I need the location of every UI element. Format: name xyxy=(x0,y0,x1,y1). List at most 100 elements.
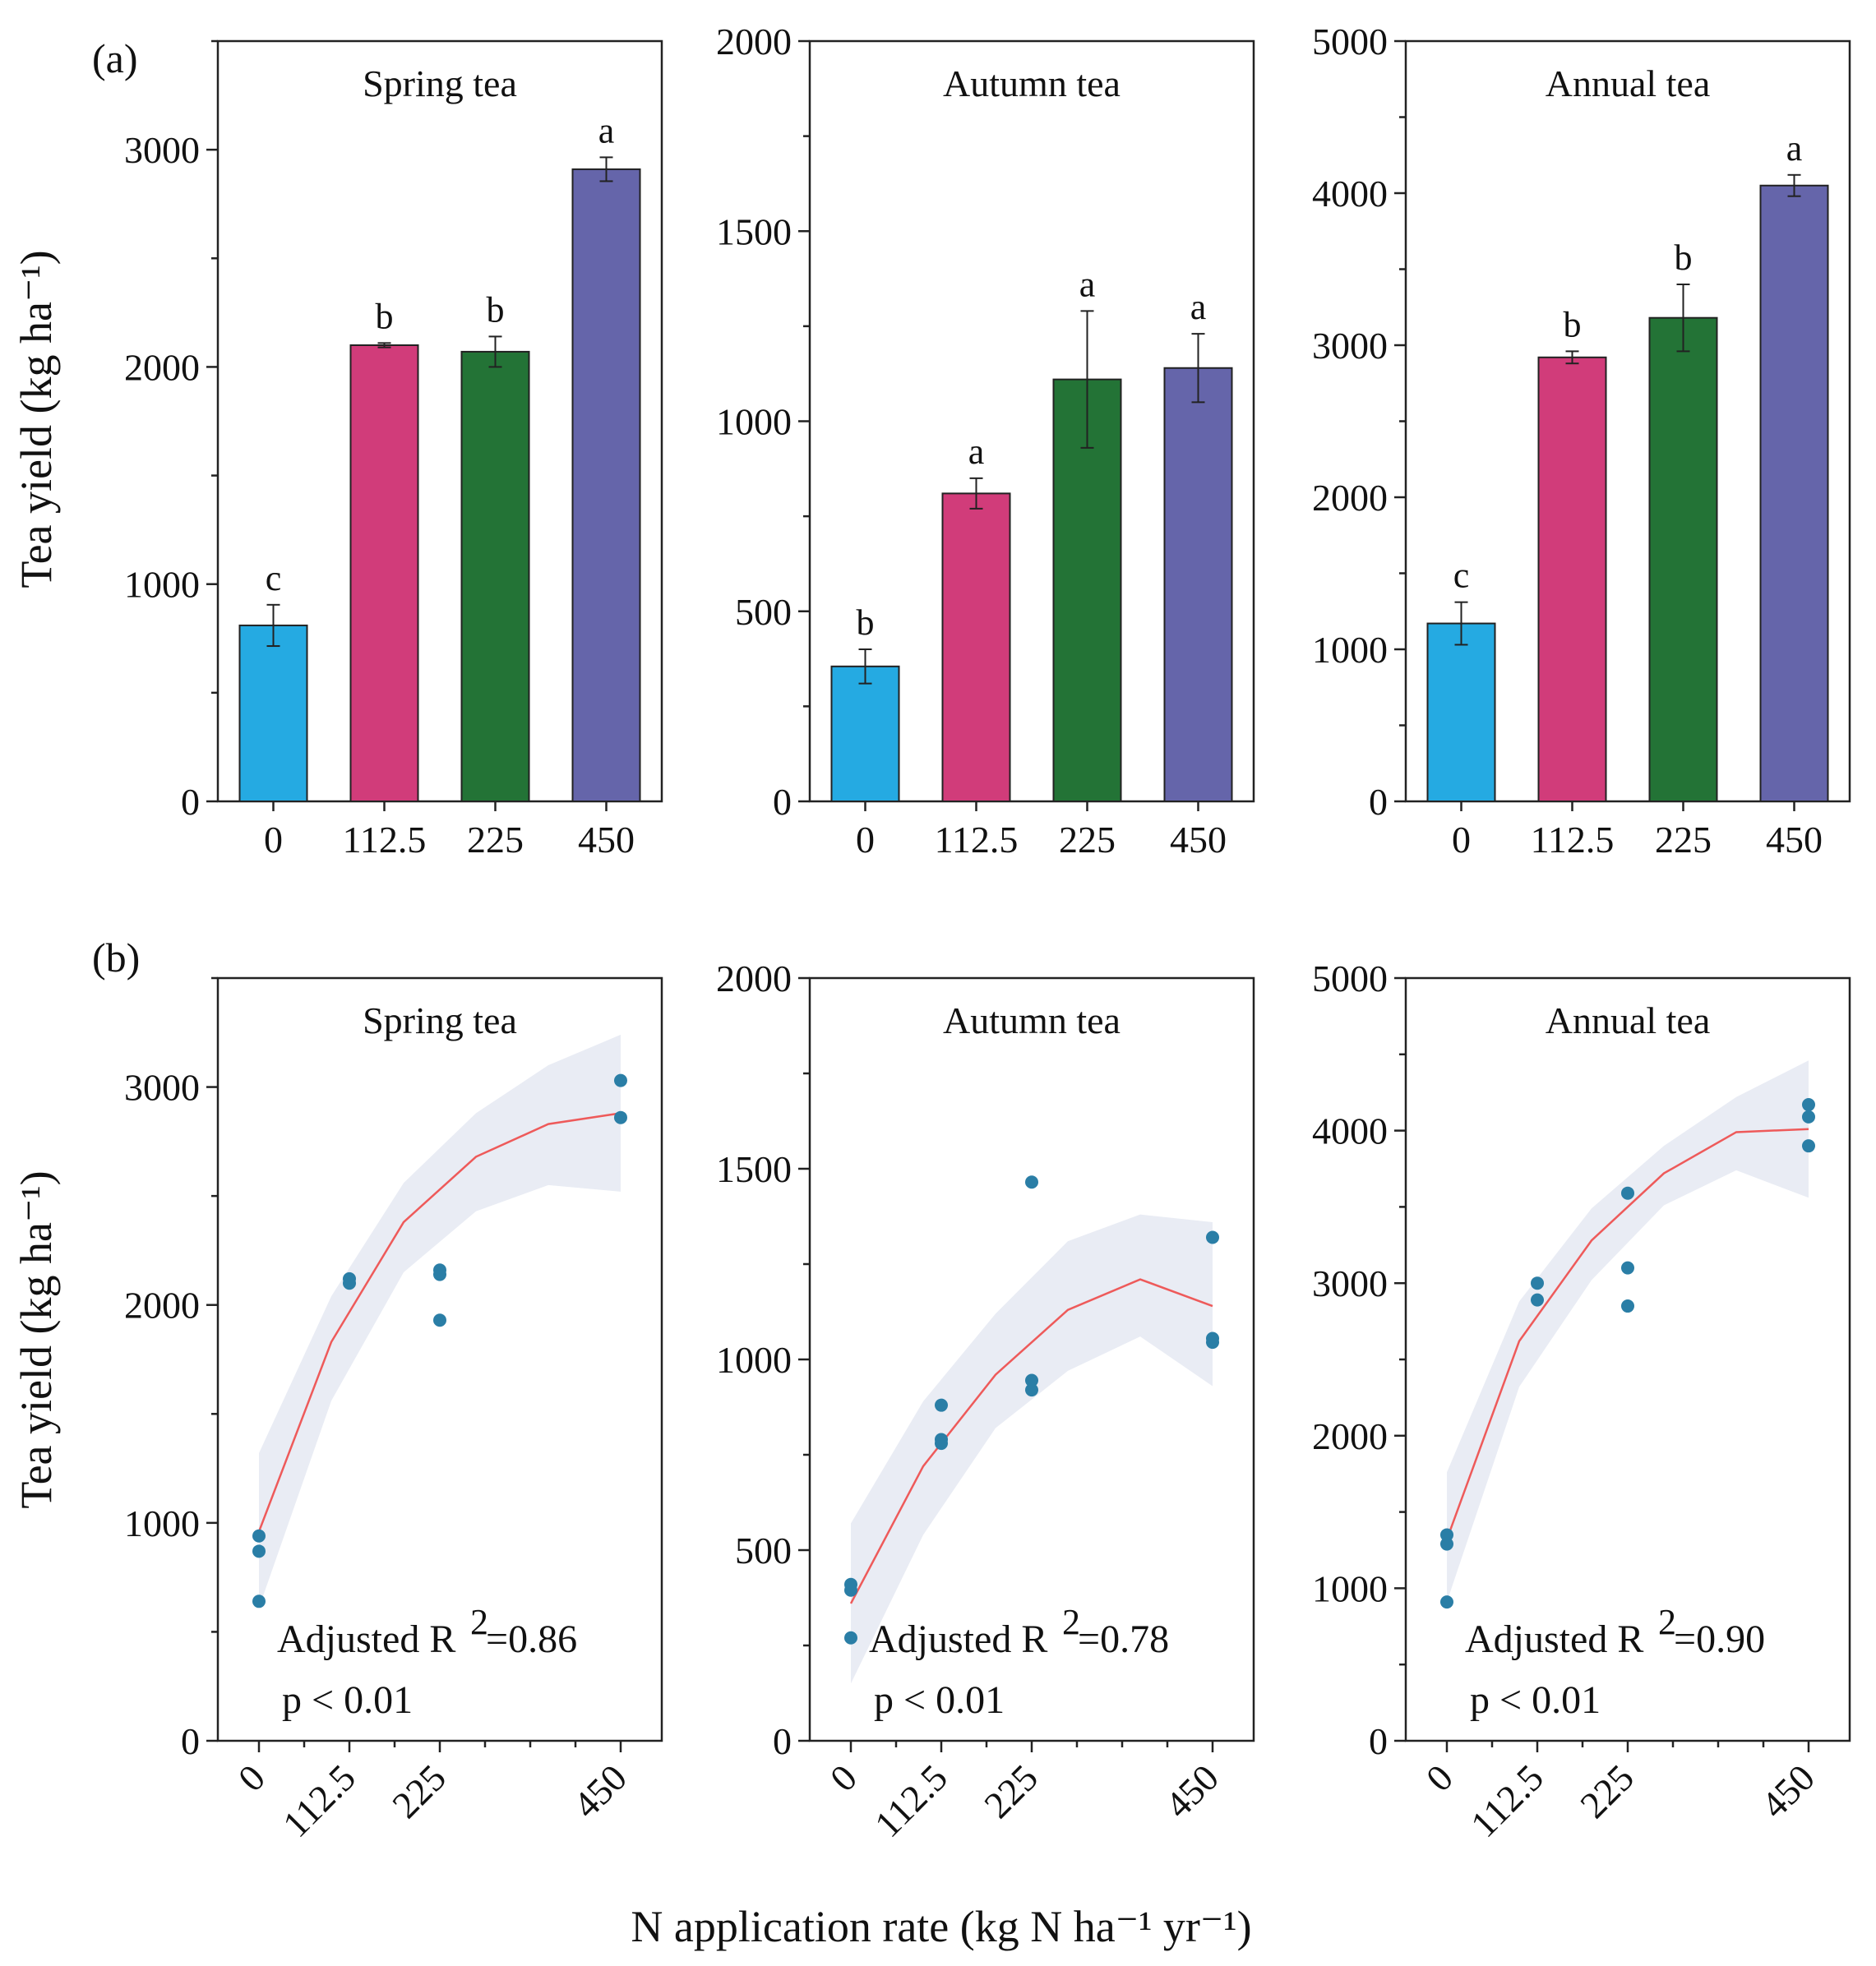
chart-title: Autumn tea xyxy=(943,999,1121,1041)
data-point xyxy=(1025,1373,1038,1387)
x-tick-label: 112.5 xyxy=(343,819,427,861)
significance-label: b xyxy=(487,289,505,330)
y-tick-label: 5000 xyxy=(1312,958,1388,999)
y-tick-label: 0 xyxy=(773,781,792,823)
x-tick-label: 225 xyxy=(467,819,524,861)
bar xyxy=(349,344,419,802)
data-point xyxy=(1802,1139,1815,1153)
data-point xyxy=(614,1110,627,1124)
bar xyxy=(571,168,641,802)
y-tick-label: 1500 xyxy=(716,210,792,252)
r2-superscript: 2 xyxy=(1062,1602,1080,1642)
x-tick-label: 450 xyxy=(1766,819,1823,861)
data-point xyxy=(935,1437,948,1451)
y-tick-label: 1500 xyxy=(716,1148,792,1190)
x-axis-label: N application rate (kg N ha⁻¹ yr⁻¹) xyxy=(631,1902,1251,1951)
data-point xyxy=(844,1631,857,1645)
x-tick-label: 0 xyxy=(230,1756,273,1799)
bar-chart-2: 0 500 1000 1500 2000 Autumn tea b 0 a 112.5 a 225 a 4… xyxy=(716,21,1255,861)
data-point xyxy=(1802,1098,1815,1112)
r2-label: Adjusted R xyxy=(869,1618,1047,1661)
significance-label: c xyxy=(266,558,282,598)
data-point xyxy=(252,1544,266,1558)
y-tick-label: 2000 xyxy=(1312,1415,1388,1457)
chart-title: Annual tea xyxy=(1546,999,1711,1041)
fit-curve xyxy=(1445,1128,1809,1540)
r2-superscript: 2 xyxy=(1658,1602,1676,1642)
x-tick-label: 450 xyxy=(1157,1756,1227,1826)
data-point xyxy=(1440,1537,1453,1551)
x-tick-label: 450 xyxy=(565,1756,635,1826)
significance-label: b xyxy=(1564,304,1582,344)
data-point xyxy=(433,1313,446,1327)
data-point xyxy=(433,1267,446,1281)
bar xyxy=(1648,316,1718,802)
data-point xyxy=(1621,1299,1634,1313)
y-tick-label: 2000 xyxy=(716,21,792,62)
bar xyxy=(1759,184,1829,802)
significance-label: c xyxy=(1453,556,1470,596)
p-value: p < 0.01 xyxy=(282,1678,413,1722)
significance-label: b xyxy=(857,602,875,643)
data-point xyxy=(1440,1528,1453,1542)
bar-chart-1: 0 1000 2000 3000 Spring tea c 0 b 112.5 b 225 a 450 xyxy=(124,39,663,861)
chart-title: Autumn tea xyxy=(943,62,1121,104)
y-tick-label: 0 xyxy=(1369,1720,1388,1762)
y-axis-label-top: Tea yield (kg ha⁻¹) xyxy=(12,250,61,588)
bar xyxy=(1052,378,1122,802)
y-tick-label: 2000 xyxy=(124,346,200,388)
p-value: p < 0.01 xyxy=(874,1678,1005,1722)
data-point xyxy=(844,1583,857,1597)
y-tick-label: 4000 xyxy=(1312,1110,1388,1152)
confidence-band xyxy=(259,1034,621,1608)
x-tick-label: 112.5 xyxy=(866,1756,955,1845)
chart-title: Spring tea xyxy=(363,62,517,104)
data-point xyxy=(1025,1383,1038,1397)
data-point xyxy=(1802,1110,1815,1124)
bar xyxy=(1426,622,1496,802)
data-point xyxy=(1621,1186,1634,1200)
data-point xyxy=(1531,1293,1544,1307)
data-point xyxy=(252,1594,266,1608)
r2-value: =0.90 xyxy=(1674,1618,1765,1661)
x-tick-label: 225 xyxy=(1655,819,1712,861)
y-tick-label: 2000 xyxy=(1312,477,1388,519)
confidence-band xyxy=(851,1214,1213,1684)
plot-frame xyxy=(216,39,663,803)
r2-label: Adjusted R xyxy=(1465,1618,1643,1661)
x-tick-label: 225 xyxy=(1572,1756,1642,1826)
x-tick-label: 112.5 xyxy=(935,819,1019,861)
y-tick-label: 0 xyxy=(181,1720,200,1762)
significance-label: b xyxy=(1675,238,1693,278)
r2-value: =0.86 xyxy=(486,1618,577,1661)
x-tick-label: 0 xyxy=(856,819,875,861)
y-tick-label: 0 xyxy=(773,1720,792,1762)
x-tick-label: 112.5 xyxy=(1531,819,1615,861)
x-tick-label: 225 xyxy=(1059,819,1116,861)
x-tick-label: 112.5 xyxy=(275,1756,363,1845)
y-tick-label: 2000 xyxy=(124,1285,200,1327)
r2-superscript: 2 xyxy=(470,1602,488,1642)
y-tick-label: 3000 xyxy=(1312,1262,1388,1304)
chart-title: Spring tea xyxy=(363,999,517,1041)
y-tick-label: 4000 xyxy=(1312,173,1388,215)
confidence-band xyxy=(1447,1060,1809,1603)
data-point xyxy=(1621,1261,1634,1275)
y-tick-label: 2000 xyxy=(716,958,792,999)
p-value: p < 0.01 xyxy=(1470,1678,1601,1722)
y-axis-label-bottom: Tea yield (kg ha⁻¹) xyxy=(12,1170,61,1508)
data-point xyxy=(1440,1595,1453,1609)
bar-chart-3: 0 1000 2000 3000 4000 5000 Annual tea c 0 b 112.5 b… xyxy=(1312,21,1851,861)
bar xyxy=(941,492,1011,802)
y-tick-label: 0 xyxy=(1369,781,1388,823)
x-tick-label: 450 xyxy=(1170,819,1227,861)
significance-label: b xyxy=(376,296,394,336)
x-tick-label: 112.5 xyxy=(1462,1756,1551,1845)
y-tick-label: 500 xyxy=(735,591,792,633)
y-tick-label: 1000 xyxy=(124,1502,200,1544)
x-tick-label: 225 xyxy=(976,1756,1046,1826)
